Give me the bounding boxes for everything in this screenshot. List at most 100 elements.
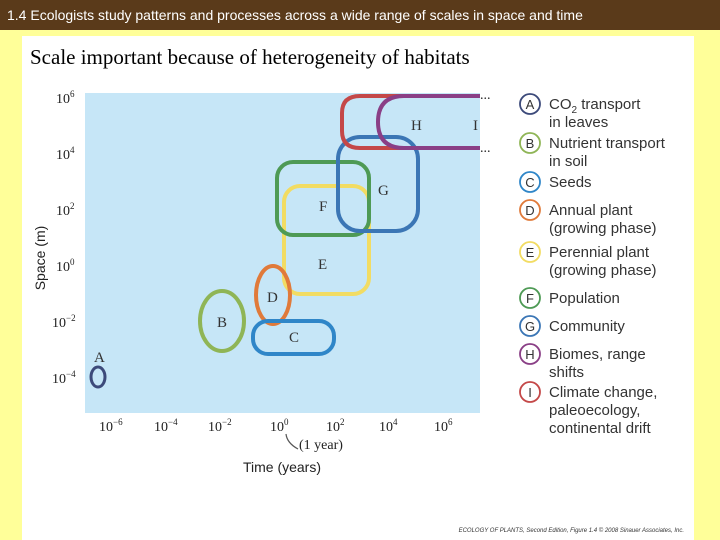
one-year-label: (1 year) [299, 438, 343, 453]
x-axis-title: Time (years) [243, 459, 321, 475]
legend-letter-f: F [526, 291, 534, 306]
y-tick-1e2: 102 [56, 201, 75, 219]
legend-marker-f [519, 287, 541, 309]
legend-label-h-line2: shifts [549, 364, 584, 381]
region-d-outline [254, 264, 292, 326]
continuation-mark-top: ... [480, 88, 491, 103]
legend-label-b-line2: in soil [549, 153, 587, 170]
x-tick-1e-4: 10−4 [154, 417, 178, 435]
legend-letter-h: H [525, 347, 534, 362]
y-tick-1e4: 104 [56, 145, 75, 163]
region-f-outline [275, 160, 371, 237]
legend-item-c: C Seeds [519, 171, 592, 193]
svg-text:106: 106 [56, 89, 75, 107]
region-label-c: C [289, 330, 299, 346]
region-label-d: D [267, 290, 278, 306]
x-tick-1e2: 102 [326, 417, 345, 435]
legend-label-c: Seeds [549, 174, 592, 191]
y-tick-1e-4: 10−4 [52, 369, 76, 387]
legend-label-d-line2: (growing phase) [549, 220, 657, 237]
legend-label-i-line2: paleoecology, [549, 402, 640, 419]
legend-item-i: I Climate change, paleoecology, continen… [519, 381, 657, 437]
legend-label-a-line2: in leaves [549, 114, 608, 131]
legend-marker-a [519, 93, 541, 115]
svg-text:104: 104 [379, 417, 398, 435]
slide-heading: Scale important because of heterogeneity… [30, 45, 470, 69]
legend-letter-c: C [525, 175, 534, 190]
legend-marker-b [519, 132, 541, 154]
legend-item-f: F Population [519, 287, 620, 309]
figure-credit: ECOLOGY OF PLANTS, Second Edition, Figur… [458, 528, 684, 534]
y-axis-title: Space (m) [32, 226, 48, 291]
region-label-f: F [319, 199, 327, 215]
svg-text:102: 102 [326, 417, 345, 435]
region-label-b: B [217, 315, 227, 331]
one-year-pointer [285, 433, 299, 450]
svg-text:10−2: 10−2 [52, 313, 76, 331]
region-label-a: A [94, 350, 105, 366]
x-tick-1e6: 106 [434, 417, 453, 435]
legend-letter-e: E [526, 245, 535, 260]
legend-label-f: Population [549, 290, 620, 307]
svg-text:100: 100 [270, 417, 289, 435]
legend-item-a: A CO2 transport in leaves [519, 93, 641, 131]
x-tick-1e-6: 10−6 [99, 417, 123, 435]
legend-marker-g [519, 315, 541, 337]
legend-label-a: CO2 transport [549, 96, 641, 116]
legend-label-d: Annual plant [549, 202, 633, 219]
legend-letter-g: G [525, 319, 535, 334]
region-b-outline [198, 289, 246, 353]
y-tick-1e6: 106 [56, 89, 75, 107]
region-g-outline [336, 135, 420, 233]
region-label-h: H [411, 118, 422, 134]
scale-diagram: 106 104 102 100 10−2 10−4 Space (m) 10−6… [32, 88, 666, 475]
svg-text:10−4: 10−4 [52, 369, 76, 387]
svg-text:102: 102 [56, 201, 75, 219]
legend-marker-e [519, 241, 541, 263]
legend-label-g: Community [549, 318, 625, 335]
svg-text:106: 106 [434, 417, 453, 435]
x-tick-1e0: 100 [270, 417, 289, 435]
x-tick-1e4: 104 [379, 417, 398, 435]
region-label-i: I [473, 118, 478, 134]
x-tick-1e-2: 10−2 [208, 417, 232, 435]
legend-label-i: Climate change, [549, 384, 657, 401]
slide-title-bar: 1.4 Ecologists study patterns and proces… [0, 0, 720, 30]
y-tick-1e-2: 10−2 [52, 313, 76, 331]
legend-letter-i: I [528, 385, 532, 400]
legend: A CO2 transport in leaves B Nutrient tra… [519, 93, 666, 437]
legend-marker-c [519, 171, 541, 193]
region-h-outline [375, 94, 480, 150]
legend-label-i-line3: continental drift [549, 420, 652, 437]
svg-text:10−6: 10−6 [99, 417, 123, 435]
legend-label-e: Perennial plant [549, 244, 650, 261]
legend-item-e: E Perennial plant (growing phase) [519, 241, 657, 279]
region-a-outline [89, 365, 107, 389]
svg-text:104: 104 [56, 145, 75, 163]
legend-letter-a: A [526, 97, 535, 112]
legend-label-b: Nutrient transport [549, 135, 666, 152]
continuation-mark-bottom: ... [480, 141, 491, 156]
legend-item-h: H Biomes, range shifts [519, 343, 646, 381]
slide-content-panel: Scale important because of heterogeneity… [22, 36, 694, 540]
svg-text:10−4: 10−4 [154, 417, 178, 435]
region-e-outline [282, 184, 371, 296]
y-tick-1e0: 100 [56, 257, 75, 275]
legend-item-d: D Annual plant (growing phase) [519, 199, 657, 237]
legend-marker-d [519, 199, 541, 221]
legend-label-e-line2: (growing phase) [549, 262, 657, 279]
legend-letter-d: D [525, 203, 534, 218]
region-label-e: E [318, 257, 327, 273]
region-c-outline [251, 319, 336, 356]
legend-label-h: Biomes, range [549, 346, 646, 363]
legend-letter-b: B [526, 136, 535, 151]
legend-marker-h [519, 343, 541, 365]
svg-text:10−2: 10−2 [208, 417, 232, 435]
legend-item-b: B Nutrient transport in soil [519, 132, 666, 170]
legend-item-g: G Community [519, 315, 625, 337]
region-label-g: G [378, 183, 389, 199]
region-i-outline [340, 94, 480, 150]
legend-marker-i [519, 381, 541, 403]
slide-title: 1.4 Ecologists study patterns and proces… [7, 7, 583, 23]
svg-text:100: 100 [56, 257, 75, 275]
